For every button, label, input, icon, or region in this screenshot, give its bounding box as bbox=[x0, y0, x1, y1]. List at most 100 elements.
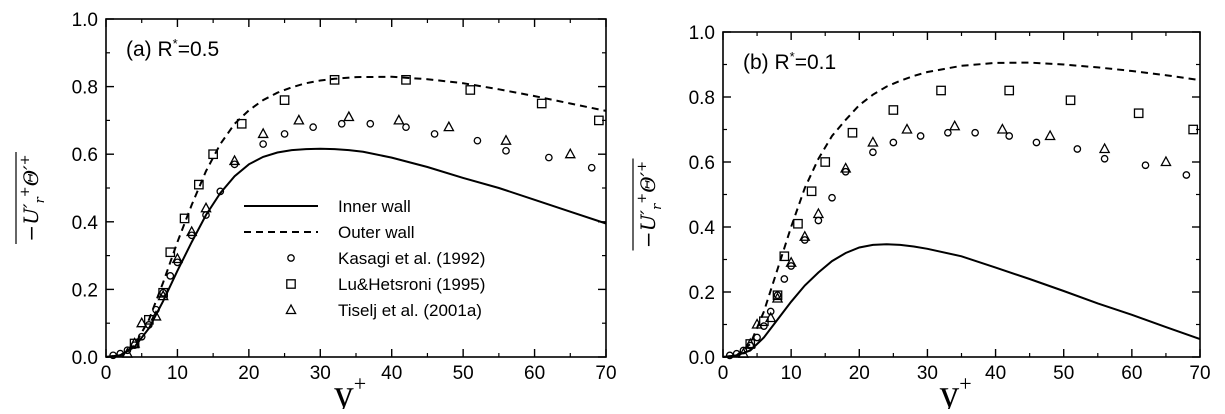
data-point-tiselj-et-al-2001a bbox=[443, 120, 455, 132]
data-point-kasagi-et-al-1992 bbox=[587, 163, 596, 172]
data-point-kasagi-et-al-1992 bbox=[366, 119, 375, 128]
data-point-tiselj-et-al-2001a bbox=[867, 136, 879, 147]
data-point-kasagi-et-al-1992 bbox=[739, 346, 748, 355]
data-point-tiselj-et-al-2001a bbox=[996, 123, 1009, 134]
y-tick-label: 0.0 bbox=[72, 348, 98, 369]
data-point-tiselj-et-al-2001a bbox=[564, 147, 576, 159]
data-point-tiselj-et-al-2001a bbox=[1160, 155, 1172, 167]
data-point-lu-hetsroni-1995 bbox=[888, 105, 899, 115]
data-point-tiselj-et-al-2001a bbox=[799, 230, 811, 241]
data-point-lu-hetsroni-1995 bbox=[194, 179, 204, 190]
x-tick-label: 70 bbox=[1189, 363, 1210, 384]
x-tick-label: 20 bbox=[849, 363, 870, 384]
data-point-kasagi-et-al-1992 bbox=[259, 140, 267, 148]
y-tick-label: 0.6 bbox=[689, 153, 715, 174]
x-tick-label: 60 bbox=[1121, 363, 1142, 384]
data-point-kasagi-et-al-1992 bbox=[166, 272, 175, 280]
data-point-lu-hetsroni-1995 bbox=[465, 85, 476, 95]
x-tick-label: 10 bbox=[781, 363, 802, 384]
data-point-lu-hetsroni-1995 bbox=[1188, 124, 1199, 135]
data-point-tiselj-et-al-2001a bbox=[771, 292, 784, 303]
y-tick-label: 0.8 bbox=[72, 78, 98, 99]
data-point-tiselj-et-al-2001a bbox=[228, 154, 241, 166]
data-point-lu-hetsroni-1995 bbox=[165, 247, 176, 258]
series-line-inner-wall bbox=[722, 243, 1201, 358]
data-point-lu-hetsroni-1995 bbox=[401, 74, 411, 85]
data-point-kasagi-et-al-1992 bbox=[725, 351, 734, 360]
data-point-tiselj-et-al-2001a bbox=[839, 162, 852, 173]
data-point-kasagi-et-al-1992 bbox=[109, 351, 117, 360]
x-axis-label: y+ bbox=[939, 371, 971, 409]
data-point-tiselj-et-al-2001a bbox=[293, 114, 305, 125]
data-point-tiselj-et-al-2001a bbox=[500, 134, 512, 145]
data-point-kasagi-et-al-1992 bbox=[337, 119, 346, 128]
y-tick-label: 0.4 bbox=[72, 213, 99, 234]
y-tick-label: 0.6 bbox=[72, 145, 98, 166]
legend-marker-lu-hetsroni-1995 bbox=[286, 279, 296, 289]
x-axis-label: y+ bbox=[334, 371, 366, 409]
data-point-kasagi-et-al-1992 bbox=[1100, 154, 1109, 163]
data-point-tiselj-et-al-2001a bbox=[343, 110, 355, 122]
data-point-kasagi-et-al-1992 bbox=[545, 153, 553, 162]
data-point-kasagi-et-al-1992 bbox=[1141, 161, 1150, 170]
data-point-tiselj-et-al-2001a bbox=[186, 225, 198, 237]
y-tick-label: 1.0 bbox=[72, 10, 98, 31]
legend-label-kasagi-et-al-1992: Kasagi et al. (1992) bbox=[338, 249, 485, 268]
data-point-lu-hetsroni-1995 bbox=[793, 218, 803, 229]
plot-area bbox=[722, 61, 1201, 360]
y-tick-label: 0.0 bbox=[689, 348, 715, 369]
data-point-tiselj-et-al-2001a bbox=[744, 337, 756, 349]
data-point-lu-hetsroni-1995 bbox=[806, 186, 817, 197]
panel-a: 0 10 20 30 40 50 60 70 0.0 0.2 0.4 0.6 0.8 1.0 y+ −U′r+… bbox=[15, 10, 617, 414]
legend-marker-tiselj-et-al-2001a bbox=[285, 303, 297, 315]
legend-label-tiselj-et-al-2001a: Tiselj et al. (2001a) bbox=[338, 301, 482, 320]
series-line-outer-wall bbox=[722, 61, 1201, 358]
data-point-lu-hetsroni-1995 bbox=[847, 127, 858, 138]
data-point-lu-hetsroni-1995 bbox=[179, 213, 190, 224]
x-tick-label: 30 bbox=[917, 363, 938, 384]
data-point-lu-hetsroni-1995 bbox=[208, 149, 218, 160]
y-tick-label: 0.2 bbox=[72, 280, 98, 301]
legend: Inner wall Outer wall Kasagi et al. (1992)… bbox=[244, 197, 485, 320]
legend-label-inner-wall: Inner wall bbox=[338, 197, 411, 216]
data-point-kasagi-et-al-1992 bbox=[732, 349, 741, 358]
data-point-lu-hetsroni-1995 bbox=[279, 95, 290, 105]
x-tick-label: 10 bbox=[167, 363, 188, 384]
data-point-kasagi-et-al-1992 bbox=[889, 138, 898, 147]
data-point-tiselj-et-al-2001a bbox=[136, 316, 148, 328]
data-point-kasagi-et-al-1992 bbox=[280, 130, 289, 138]
data-point-lu-hetsroni-1995 bbox=[772, 290, 783, 301]
data-point-kasagi-et-al-1992 bbox=[1005, 132, 1014, 140]
y-tick-label: 0.2 bbox=[689, 283, 715, 304]
y-axis-label-text: −U′r+Θ′+ bbox=[635, 161, 665, 248]
data-point-kasagi-et-al-1992 bbox=[216, 187, 225, 196]
data-point-kasagi-et-al-1992 bbox=[944, 128, 952, 137]
data-point-tiselj-et-al-2001a bbox=[200, 201, 212, 213]
data-point-kasagi-et-al-1992 bbox=[430, 130, 439, 138]
y-axis-label: −U′r+Θ′+ bbox=[632, 158, 665, 251]
data-point-tiselj-et-al-2001a bbox=[157, 289, 169, 301]
x-tick-label: 70 bbox=[595, 363, 616, 384]
legend-marker-kasagi-et-al-1992 bbox=[287, 254, 295, 262]
series-line-outer-wall bbox=[105, 75, 607, 358]
panel-b: 0 10 20 30 40 50 60 70 0.0 0.2 0.4 0.6 0.8 1.0 y+ −U′r+… bbox=[632, 23, 1211, 414]
data-point-kasagi-et-al-1992 bbox=[814, 216, 823, 225]
data-point-tiselj-et-al-2001a bbox=[128, 337, 141, 348]
data-point-tiselj-et-al-2001a bbox=[1044, 129, 1056, 141]
data-point-tiselj-et-al-2001a bbox=[121, 347, 134, 358]
data-point-kasagi-et-al-1992 bbox=[159, 288, 167, 297]
plot-area bbox=[105, 74, 607, 360]
data-point-lu-hetsroni-1995 bbox=[236, 118, 247, 129]
data-point-lu-hetsroni-1995 bbox=[329, 74, 340, 85]
x-tick-label: 40 bbox=[381, 363, 402, 384]
y-tick-label: 0.4 bbox=[689, 218, 716, 239]
x-tick-label: 0 bbox=[101, 363, 112, 384]
data-point-lu-hetsroni-1995 bbox=[1065, 95, 1076, 106]
x-tick-label: 50 bbox=[1053, 363, 1074, 384]
data-point-tiselj-et-al-2001a bbox=[948, 119, 961, 131]
data-point-kasagi-et-al-1992 bbox=[123, 346, 132, 355]
data-point-kasagi-et-al-1992 bbox=[502, 146, 510, 155]
x-tick-label: 0 bbox=[718, 363, 729, 384]
x-tick-label: 60 bbox=[524, 363, 545, 384]
